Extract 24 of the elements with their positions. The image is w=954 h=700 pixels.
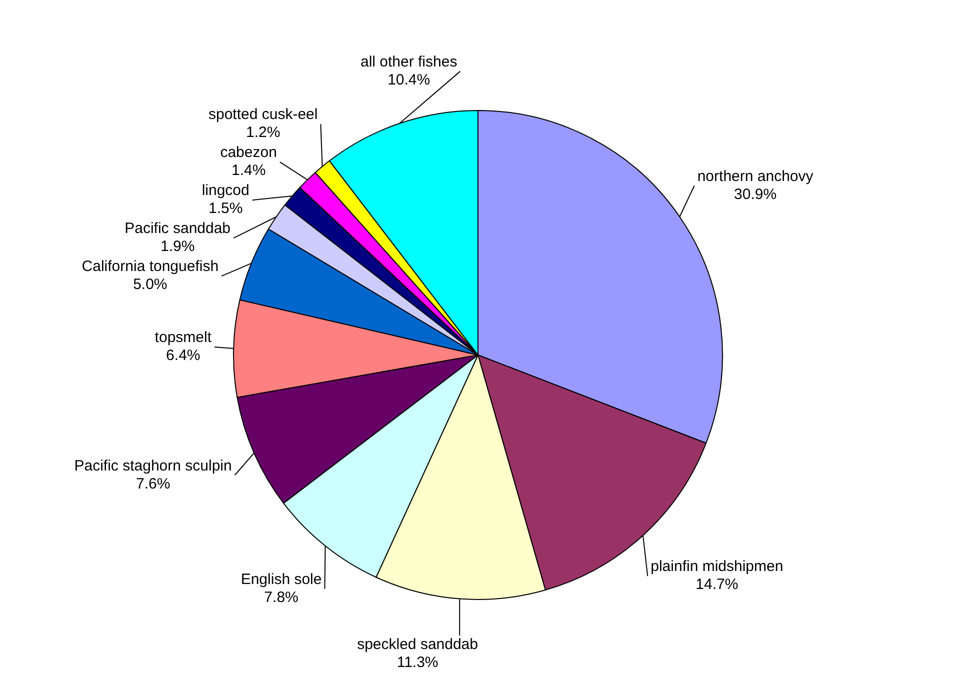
- slice-label: topsmelt: [154, 329, 212, 346]
- slice-label: all other fishes: [360, 53, 458, 70]
- data-label: 5.0%: [133, 276, 168, 294]
- data-label: 7.8%: [264, 589, 298, 606]
- data-label: 11.3%: [396, 654, 438, 671]
- slice-label: spotted cusk-eel: [208, 106, 318, 124]
- slice-label: northern anchovy: [697, 168, 814, 185]
- data-label: 6.4%: [166, 347, 200, 364]
- data-label: 1.2%: [246, 124, 280, 142]
- slice-label: Pacific sanddab: [124, 220, 231, 238]
- data-label: 1.9%: [160, 238, 195, 256]
- slice-label: plainfin midshipmen: [650, 558, 784, 576]
- data-label: 1.5%: [208, 200, 243, 218]
- data-label: 7.6%: [136, 475, 170, 492]
- data-label: 14.7%: [696, 576, 738, 594]
- data-label: 10.4%: [388, 71, 430, 88]
- slice-label: lingcod: [202, 182, 250, 200]
- slice-label: speckled sanddab: [357, 636, 478, 653]
- data-label: 30.9%: [734, 186, 777, 203]
- slice-label: cabezon: [220, 144, 277, 162]
- slice-label: California tonguefish: [82, 258, 219, 276]
- slice-label: English sole: [240, 571, 322, 588]
- data-label: 1.4%: [231, 162, 266, 180]
- slice-label: Pacific staghorn sculpin: [74, 457, 232, 474]
